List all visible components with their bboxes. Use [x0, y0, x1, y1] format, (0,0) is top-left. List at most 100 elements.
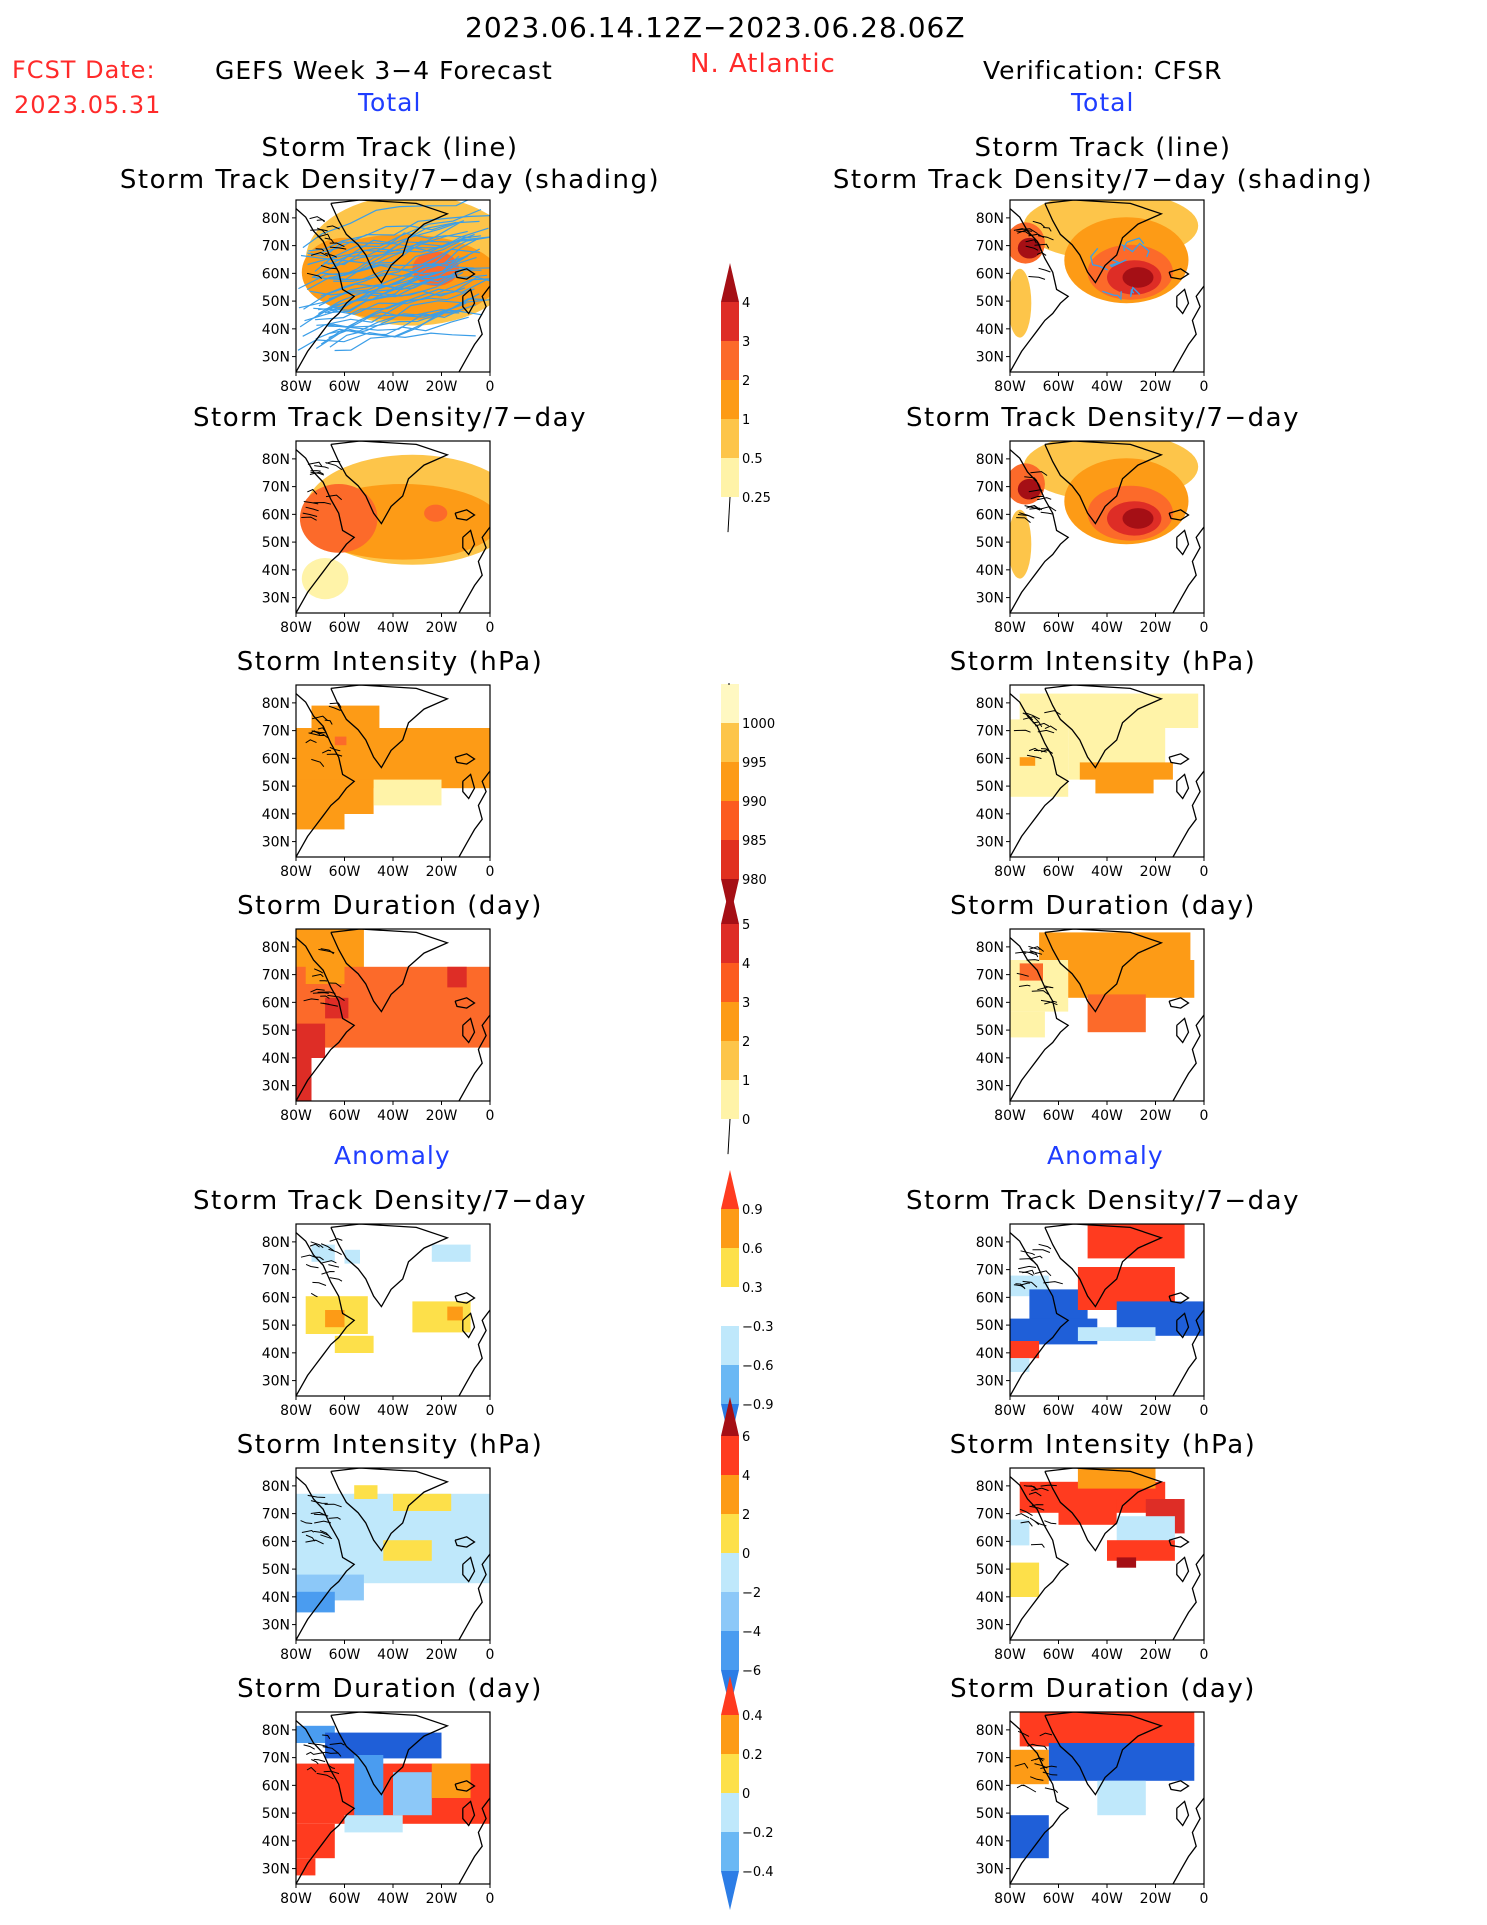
colorbar-segment: [721, 1631, 739, 1670]
colorbar-label: 4: [742, 957, 750, 972]
panel-title: Storm Duration (day): [950, 891, 1256, 921]
arctic-island: [306, 1766, 317, 1773]
y-tick-label: 70N: [262, 968, 290, 984]
arctic-island: [1016, 1784, 1025, 1789]
colorbar-label: −0.6: [742, 1359, 774, 1374]
field-cell: [393, 1493, 452, 1511]
europe-coast: [1172, 526, 1204, 613]
colorbar-segment: [721, 723, 739, 762]
colorbar-label: 5: [742, 918, 750, 933]
y-tick-label: 50N: [976, 1023, 1004, 1039]
field-cell: [354, 1485, 378, 1499]
arctic-island: [319, 1529, 332, 1539]
arctic-island: [323, 1770, 340, 1775]
north-america-coast: [1010, 208, 1070, 372]
colorbar-label: 995: [742, 756, 767, 771]
arctic-island: [301, 1529, 315, 1533]
colorbar-segment: [721, 684, 739, 723]
x-tick-label: 80W: [280, 1403, 312, 1419]
colorbar-segment: [721, 840, 739, 879]
colorbar-label: −2: [742, 1586, 761, 1601]
arctic-island: [1020, 1282, 1030, 1286]
y-tick-label: 50N: [262, 535, 290, 551]
storm-track-line: [324, 274, 488, 314]
arctic-island: [1020, 1250, 1036, 1256]
arctic-island: [1030, 1776, 1044, 1781]
storm-track-line: [315, 293, 480, 350]
arctic-island: [313, 501, 332, 505]
arctic-island: [313, 1751, 331, 1755]
x-tick-label: 40W: [377, 620, 409, 636]
north-america-coast: [296, 1232, 356, 1396]
arctic-island: [1017, 1730, 1030, 1737]
map-field: [1010, 685, 1204, 857]
y-tick-label: 60N: [976, 1778, 1004, 1794]
arctic-island: [1043, 1281, 1063, 1285]
y-tick-label: 30N: [976, 591, 1004, 607]
arctic-island: [308, 1742, 328, 1747]
storm-track-line: [1109, 258, 1127, 268]
map-panel: 80N 70N 60N 50N 40N 30N 80W 60W 40W 20W 0: [976, 1223, 1208, 1419]
field-cell: [393, 1772, 432, 1816]
colorbar-segment: [721, 302, 739, 341]
arctic-island: [1036, 497, 1052, 501]
x-tick-label: 20W: [1140, 1647, 1172, 1663]
arctic-island: [1019, 1508, 1033, 1517]
europe-coast: [458, 1014, 490, 1101]
y-tick-label: 60N: [262, 1290, 290, 1306]
iceland-coast: [1168, 753, 1190, 765]
panel-title: Storm Track Density/7−day: [193, 1186, 587, 1216]
map-field: [1010, 200, 1204, 372]
arctic-island: [324, 719, 333, 725]
arctic-island: [313, 731, 329, 739]
y-tick-label: 80N: [976, 696, 1004, 712]
uk-coast: [1176, 529, 1190, 556]
y-tick-label: 50N: [262, 1562, 290, 1578]
storm-track-line: [1129, 286, 1141, 298]
fcst-date: 2023.05.31: [14, 91, 162, 119]
uk-coast: [1176, 1556, 1190, 1583]
y-tick-label: 60N: [262, 1534, 290, 1550]
arctic-island: [1032, 220, 1045, 228]
y-tick-label: 50N: [262, 779, 290, 795]
map-field: [296, 441, 490, 613]
arctic-island: [311, 715, 329, 721]
field-cell: [1019, 963, 1043, 981]
arctic-island: [328, 1248, 342, 1256]
arctic-island: [311, 973, 324, 978]
north-america-coast: [296, 449, 356, 613]
y-tick-label: 40N: [976, 1834, 1004, 1850]
colorbar-segment: [721, 1715, 739, 1754]
arctic-island: [1037, 235, 1054, 241]
y-tick-label: 70N: [262, 239, 290, 255]
field-cell: [447, 1306, 463, 1321]
field-cell: [1010, 1519, 1030, 1546]
y-tick-label: 80N: [976, 452, 1004, 468]
colorbar-intensity: 1000 995 990 985 980: [721, 684, 775, 918]
arctic-island: [309, 730, 321, 736]
region-label: N. Atlantic: [690, 49, 836, 79]
y-tick-label: 50N: [976, 779, 1004, 795]
arctic-island: [317, 991, 336, 994]
arctic-island: [1044, 710, 1061, 716]
x-tick-label: 80W: [280, 1891, 312, 1907]
iceland-coast: [454, 1536, 476, 1548]
arctic-island: [1036, 1744, 1048, 1750]
y-tick-label: 40N: [262, 807, 290, 823]
field-blob: [424, 504, 448, 522]
y-tick-label: 80N: [976, 211, 1004, 227]
y-tick-label: 40N: [262, 1346, 290, 1362]
arctic-island: [329, 246, 347, 250]
uk-coast: [462, 1312, 476, 1339]
arctic-island: [328, 1264, 340, 1268]
y-tick-label: 70N: [976, 1507, 1004, 1523]
x-tick-label: 40W: [377, 864, 409, 880]
arctic-island: [1030, 1543, 1045, 1548]
y-tick-label: 30N: [262, 350, 290, 366]
arctic-island: [1044, 1520, 1057, 1525]
arctic-island: [310, 1241, 324, 1249]
colorbar-segment: [721, 1553, 739, 1592]
period-title: 2023.06.14.12Z−2023.06.28.06Z: [465, 11, 966, 44]
arctic-island: [309, 471, 324, 475]
storm-track-line: [311, 230, 468, 279]
